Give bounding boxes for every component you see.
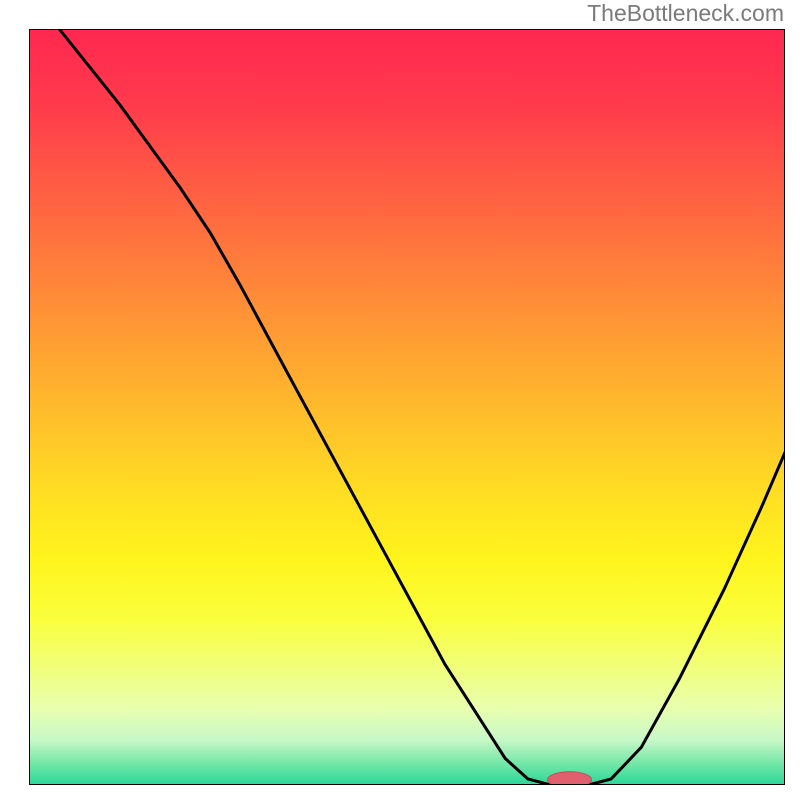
chart-svg bbox=[29, 29, 785, 785]
watermark-text: TheBottleneck.com bbox=[587, 0, 784, 27]
optimal-marker bbox=[548, 772, 592, 785]
chart-background bbox=[29, 29, 785, 785]
bottleneck-chart bbox=[29, 29, 785, 785]
